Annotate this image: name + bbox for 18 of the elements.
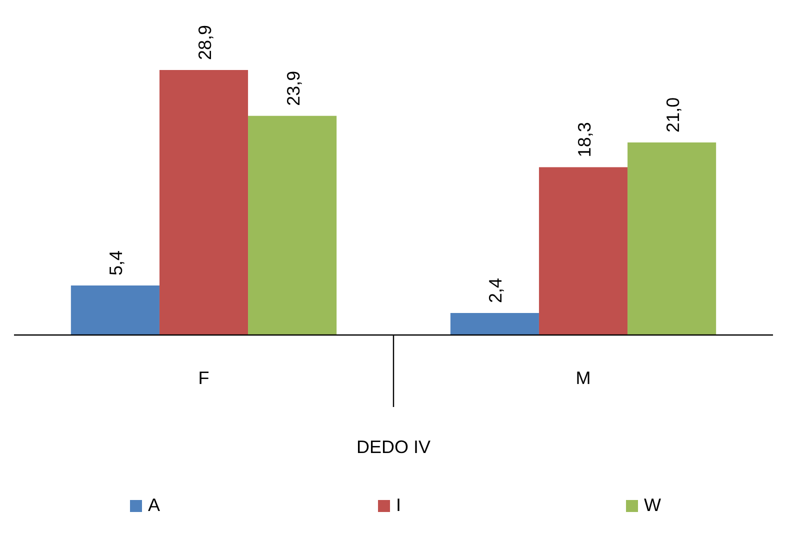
legend-label: W [644,495,661,515]
data-label: 23,9 [283,70,304,106]
bar [450,312,539,335]
data-label: 28,9 [194,24,215,60]
bar [248,116,337,335]
x-tick-label: M [576,368,591,388]
data-label: 2,4 [486,278,506,303]
bar [159,70,248,335]
legend-label: I [396,495,402,515]
data-label: 21,0 [662,97,683,132]
x-tick-label: F [198,368,210,388]
bar [628,142,716,335]
bar [538,167,628,335]
data-label: 18,3 [574,122,594,158]
x-axis-title: DEDO IV [356,437,431,457]
data-label: 5,4 [106,250,126,276]
bar [70,285,160,335]
legend-label: A [148,495,160,515]
